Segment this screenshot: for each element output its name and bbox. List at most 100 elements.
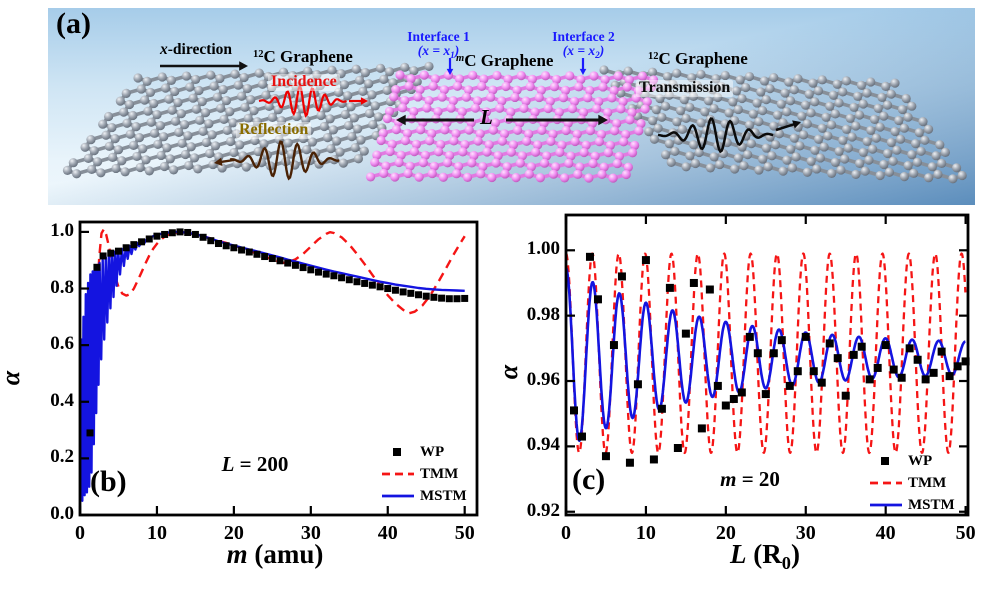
tmm-swatch-icon	[870, 481, 902, 485]
graphene-mid-base: C Graphene	[464, 51, 554, 70]
panel-b-plot	[78, 220, 479, 517]
x-tick-label: 10	[146, 522, 167, 544]
panel-c-legend: WP TMM MSTM	[868, 450, 955, 516]
wave-packet	[229, 140, 340, 181]
legend-row-mstm: MSTM	[380, 485, 467, 507]
panel-b-xlabel: m (amu)	[150, 539, 400, 570]
panel-c-annotation-eq: = 20	[736, 467, 780, 491]
interface2-label: Interface 2 (x = x2)	[526, 29, 641, 61]
x-tick-label: 0	[561, 522, 571, 544]
y-tick-label: 0.0	[50, 503, 74, 524]
interface1-eq: (x = x1)	[417, 43, 460, 61]
panel-c-plot	[564, 213, 970, 517]
graphene-right-sup: 12	[648, 50, 659, 62]
panel-c-annotation: m = 20	[685, 467, 815, 492]
y-tick-label: 0.4	[50, 389, 74, 411]
wave-and-arrow-overlays	[160, 58, 801, 181]
graphene-sheet-middle	[366, 70, 659, 183]
y-tick-label: 0.6	[50, 333, 74, 355]
wave-packet	[657, 117, 774, 154]
x-tick-label: 50	[454, 522, 475, 544]
wave-packet	[258, 83, 347, 118]
series-tmm	[565, 252, 967, 455]
panel-b-annotation-var: L	[221, 452, 235, 476]
mstm-swatch-icon	[382, 494, 414, 498]
interface1-eq-pre: (x = x	[417, 43, 451, 59]
legend-label-wp: WP	[908, 452, 933, 469]
legend-label-tmm: TMM	[908, 474, 947, 491]
mstm-swatch-icon	[870, 503, 902, 507]
x-tick-label: 20	[223, 522, 244, 544]
transmission-label: Transmission	[636, 79, 734, 97]
x-tick-label: 10	[635, 522, 656, 544]
legend-label-mstm: MSTM	[908, 496, 955, 513]
panel-b-xlabel-var: m	[226, 539, 248, 569]
x-tick-label: 40	[875, 522, 896, 544]
y-tick-label: 0.98	[526, 303, 560, 325]
panel-b-annotation-eq: = 200	[234, 452, 289, 476]
legend-label-wp: WP	[420, 443, 445, 460]
interface2-eq-pre: (x = x	[562, 43, 596, 59]
graphene-right-label: 12C Graphene	[648, 50, 748, 68]
panel-b-annotation: L = 200	[185, 452, 325, 477]
graphene-scene	[62, 58, 967, 184]
series-wp	[86, 228, 469, 437]
panel-a-label: (a)	[56, 8, 91, 40]
graphene-mid-sup: m	[456, 52, 465, 64]
legend-row-mstm: MSTM	[868, 494, 955, 516]
panel-b-letter: (b)	[90, 465, 127, 498]
x-direction-label: x-direction	[160, 41, 233, 58]
graphene-mid-label: mC Graphene	[456, 52, 553, 70]
x-direction-var: x	[160, 41, 168, 58]
graphene-sheet-left	[62, 61, 434, 179]
interface2-eq-post: )	[599, 43, 605, 59]
x-tick-label: 30	[795, 522, 816, 544]
panel-b-legend: WP TMM MSTM	[380, 441, 467, 507]
x-direction-rest: -direction	[167, 41, 233, 58]
y-tick-label: 0.92	[526, 499, 560, 521]
wp-swatch-icon	[881, 457, 889, 465]
y-tick-label: 0.94	[526, 434, 560, 456]
panel-c-annotation-var: m	[720, 467, 737, 491]
y-tick-label: 1.00	[526, 238, 560, 260]
legend-row-wp: WP	[868, 450, 955, 472]
panel-c-xlabel-unit-sub: 0	[781, 553, 791, 574]
panel-b-xlabel-unit: (amu)	[247, 539, 324, 569]
interface2-title: Interface 2	[552, 29, 615, 44]
legend-row-tmm: TMM	[868, 472, 955, 494]
panel-c-letter: (c)	[572, 463, 606, 496]
x-tick-label: 30	[300, 522, 321, 544]
y-tick-label: 0.96	[526, 369, 560, 390]
graphene-left-base: C Graphene	[263, 47, 353, 66]
panel-c-xlabel-unit-post: )	[790, 539, 800, 569]
legend-label-mstm: MSTM	[420, 487, 467, 504]
interface2-eq: (x = x2)	[562, 43, 605, 61]
legend-row-tmm: TMM	[380, 463, 467, 485]
legend-row-wp: WP	[380, 441, 467, 463]
graphene-left-sup: 12	[253, 48, 264, 60]
y-tick-label: 1.0	[50, 219, 74, 241]
legend-label-tmm: TMM	[420, 465, 459, 482]
graphene-left-label: 12C Graphene	[253, 48, 353, 66]
interface1-title: Interface 1	[407, 29, 470, 44]
tmm-swatch-icon	[382, 472, 414, 476]
panel-c-xlabel-unit-pre: (R	[746, 539, 782, 569]
panel-c-xlabel: L (R0)	[640, 539, 890, 574]
x-tick-label: 0	[75, 522, 85, 544]
panel-b-ylabel: α	[0, 371, 26, 385]
incidence-label: Incidence	[268, 73, 340, 91]
wp-swatch-icon	[393, 448, 401, 456]
interface1-label: Interface 1 (x = x1)	[381, 29, 496, 61]
x-tick-label: 50	[955, 522, 976, 544]
y-tick-label: 0.8	[50, 276, 74, 298]
length-label: L	[480, 105, 493, 129]
panel-c-chart: α L (R0) (c) m = 20 WP TMM MSTM 0 10 20 30 4…	[494, 205, 1000, 593]
panel-b-chart: α m (amu) (b) L = 200 WP TMM MSTM 0 10 20 3…	[0, 205, 500, 593]
interface2-eq-sub: 2	[595, 50, 600, 61]
interface1-eq-post: )	[454, 43, 460, 59]
panel-c-xlabel-var: L	[730, 539, 747, 569]
x-tick-label: 20	[715, 522, 736, 544]
graphene-right-base: C Graphene	[658, 49, 748, 68]
x-tick-label: 40	[377, 522, 398, 544]
